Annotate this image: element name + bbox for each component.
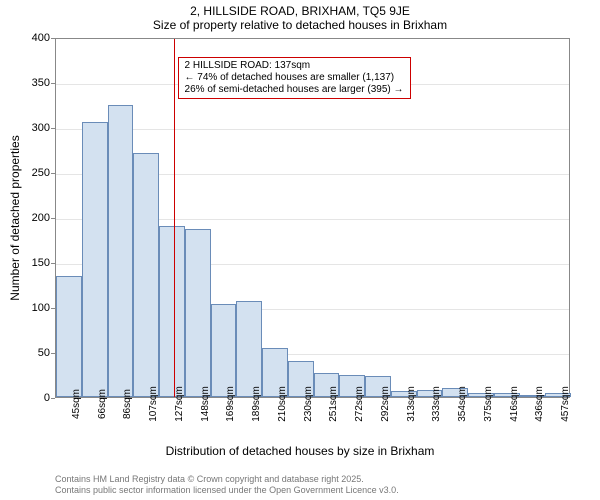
annotation-line1: 2 HILLSIDE ROAD: 137sqm (185, 60, 404, 72)
x-tick-label: 169sqm (225, 386, 236, 422)
x-tick-label: 457sqm (560, 386, 571, 422)
reference-line (174, 39, 175, 397)
x-tick-label: 189sqm (251, 386, 262, 422)
annotation-line2: ← 74% of detached houses are smaller (1,… (185, 72, 404, 84)
x-tick-label: 436sqm (534, 386, 545, 422)
x-tick-label: 45sqm (71, 389, 82, 419)
x-tick-label: 86sqm (122, 389, 133, 419)
x-tick-label: 230sqm (303, 386, 314, 422)
footer-line1: Contains HM Land Registry data © Crown c… (55, 474, 399, 485)
x-tick-label: 66sqm (97, 389, 108, 419)
x-tick-label: 148sqm (200, 386, 211, 422)
x-tick-label: 107sqm (148, 386, 159, 422)
y-tick-label: 300 (10, 122, 50, 134)
annotation-box: 2 HILLSIDE ROAD: 137sqm ← 74% of detache… (178, 57, 411, 99)
annotation-line3: 26% of semi-detached houses are larger (… (185, 84, 404, 96)
histogram-bar (56, 276, 82, 398)
y-tick-label: 400 (10, 32, 50, 44)
y-tick-label: 0 (10, 392, 50, 404)
x-tick-label: 375sqm (483, 386, 494, 422)
x-tick-label: 251sqm (328, 386, 339, 422)
histogram-bar (185, 229, 211, 397)
y-tick-label: 200 (10, 212, 50, 224)
x-tick-label: 416sqm (509, 386, 520, 422)
x-tick-label: 354sqm (457, 386, 468, 422)
footer-line2: Contains public sector information licen… (55, 485, 399, 496)
y-tick-label: 50 (10, 347, 50, 359)
x-tick-label: 313sqm (406, 386, 417, 422)
histogram-bar (236, 301, 262, 397)
histogram-bar (159, 226, 185, 397)
plot-area: 2 HILLSIDE ROAD: 137sqm ← 74% of detache… (55, 38, 570, 398)
footer-attribution: Contains HM Land Registry data © Crown c… (55, 474, 399, 496)
chart-title-block: 2, HILLSIDE ROAD, BRIXHAM, TQ5 9JE Size … (0, 0, 600, 32)
histogram-bar (108, 105, 134, 398)
histogram-bar (82, 122, 108, 397)
x-tick-label: 272sqm (354, 386, 365, 422)
property-size-chart: 2, HILLSIDE ROAD, BRIXHAM, TQ5 9JE Size … (0, 0, 600, 500)
y-tick-mark (51, 398, 55, 399)
y-tick-label: 350 (10, 77, 50, 89)
x-tick-label: 127sqm (174, 386, 185, 422)
histogram-bar (211, 304, 237, 397)
histogram-bar (133, 153, 159, 397)
y-tick-label: 100 (10, 302, 50, 314)
chart-title-address: 2, HILLSIDE ROAD, BRIXHAM, TQ5 9JE (0, 4, 600, 18)
y-tick-label: 250 (10, 167, 50, 179)
x-tick-label: 333sqm (431, 386, 442, 422)
x-tick-label: 292sqm (380, 386, 391, 422)
chart-title-subtitle: Size of property relative to detached ho… (0, 18, 600, 32)
x-axis-label: Distribution of detached houses by size … (0, 444, 600, 458)
y-tick-label: 150 (10, 257, 50, 269)
x-tick-label: 210sqm (277, 386, 288, 422)
